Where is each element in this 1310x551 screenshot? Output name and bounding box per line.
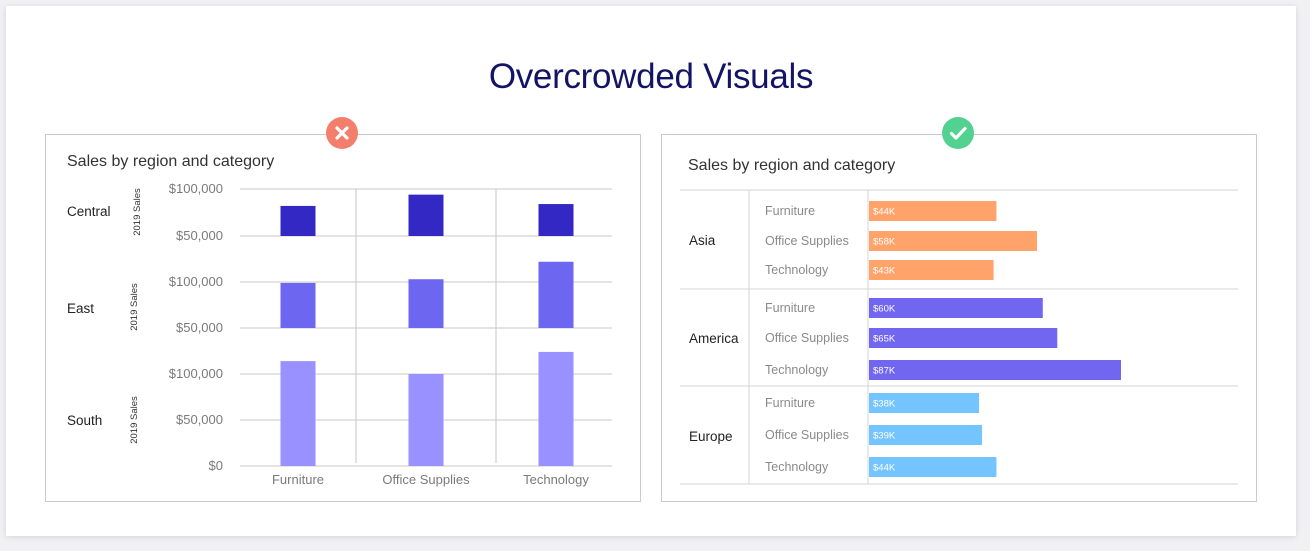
data-label: $87K: [873, 366, 896, 377]
data-label: $39K: [873, 431, 896, 442]
bad-badge: [326, 117, 358, 149]
bar: [280, 282, 316, 328]
bar: [408, 374, 444, 466]
bar: [538, 351, 574, 466]
bar: [869, 425, 982, 445]
row-label: South: [67, 413, 102, 428]
y-axis-label: 2019 Sales: [129, 396, 140, 444]
row-label: Central: [67, 204, 111, 219]
data-label: $44K: [873, 207, 896, 218]
data-label: $65K: [873, 334, 896, 345]
group-label: Asia: [689, 233, 716, 248]
bar: [869, 457, 997, 477]
good-badge: [942, 117, 974, 149]
category-label: Office Supplies: [765, 331, 849, 345]
bar: [869, 231, 1037, 251]
y-tick-label: $50,000: [176, 412, 223, 427]
y-tick-label: $100,000: [169, 274, 223, 289]
x-tick-label: Furniture: [272, 472, 324, 487]
bar: [869, 393, 980, 413]
y-axis-label: 2019 Sales: [129, 283, 140, 331]
y-tick-label: $50,000: [176, 320, 223, 335]
data-label: $44K: [873, 463, 896, 474]
category-label: Technology: [765, 263, 829, 277]
chart-title: Sales by region and category: [67, 153, 274, 170]
bar: [538, 204, 574, 236]
bar: [869, 298, 1043, 318]
data-label: $58K: [873, 237, 896, 248]
bar: [869, 328, 1058, 348]
close-icon: [335, 126, 349, 140]
bar: [869, 360, 1121, 380]
page-title: Overcrowded Visuals: [488, 57, 814, 96]
y-tick-label: $50,000: [176, 228, 223, 243]
y-tick-label: $0: [209, 458, 223, 473]
category-label: Office Supplies: [765, 234, 849, 248]
row-label: East: [67, 301, 94, 316]
bar: [408, 194, 444, 236]
x-tick-label: Technology: [523, 472, 589, 487]
category-label: Furniture: [765, 396, 815, 410]
data-label: $43K: [873, 266, 896, 277]
x-tick-label: Office Supplies: [382, 472, 470, 487]
category-label: Technology: [765, 363, 829, 377]
group-label: America: [689, 331, 739, 346]
bar: [538, 261, 574, 328]
group-label: Europe: [689, 429, 733, 444]
category-label: Technology: [765, 460, 829, 474]
bar: [408, 279, 444, 328]
bar: [280, 205, 316, 236]
bar: [869, 260, 994, 280]
data-label: $60K: [873, 304, 896, 315]
category-label: Furniture: [765, 301, 815, 315]
bar: [869, 201, 997, 221]
y-tick-label: $100,000: [169, 366, 223, 381]
category-label: Furniture: [765, 204, 815, 218]
y-tick-label: $100,000: [169, 181, 223, 196]
check-icon: [949, 126, 967, 140]
category-label: Office Supplies: [765, 428, 849, 442]
data-label: $38K: [873, 399, 896, 410]
y-axis-label: 2019 Sales: [132, 188, 143, 236]
bar: [280, 361, 316, 466]
chart-title: Sales by region and category: [688, 157, 895, 174]
